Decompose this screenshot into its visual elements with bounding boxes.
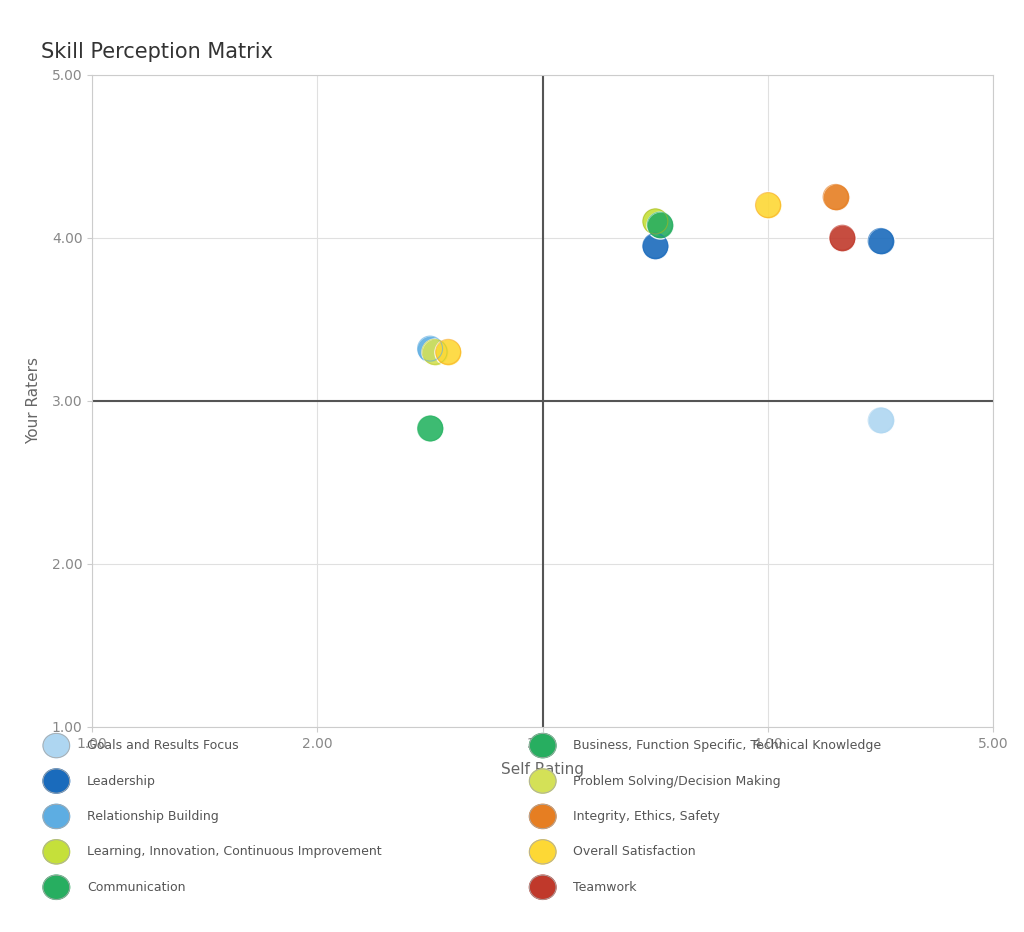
Text: Relationship Building: Relationship Building (87, 810, 219, 823)
Point (835, 230, 851, 245)
Text: Overall Satisfaction: Overall Satisfaction (573, 845, 696, 858)
Text: Goals and Results Focus: Goals and Results Focus (87, 739, 239, 752)
Point (422, 421, 438, 436)
Point (647, 239, 664, 254)
Point (872, 413, 889, 428)
Point (422, 421, 438, 436)
Point (647, 214, 664, 229)
Point (422, 341, 438, 356)
Point (651, 217, 668, 232)
Text: Business, Function Specific, Technical Knowledge: Business, Function Specific, Technical K… (573, 739, 882, 752)
Point (827, 189, 844, 204)
Text: Teamwork: Teamwork (573, 881, 637, 894)
Point (440, 345, 457, 360)
Point (827, 189, 844, 204)
Point (651, 217, 668, 232)
X-axis label: Self Rating: Self Rating (501, 761, 585, 776)
Point (760, 198, 776, 212)
Text: Integrity, Ethics, Safety: Integrity, Ethics, Safety (573, 810, 720, 823)
Point (440, 345, 457, 360)
Y-axis label: Your Raters: Your Raters (26, 357, 41, 445)
Point (647, 239, 664, 254)
Point (872, 234, 889, 249)
Text: Problem Solving/Decision Making: Problem Solving/Decision Making (573, 774, 781, 788)
Text: Communication: Communication (87, 881, 185, 894)
Point (426, 345, 442, 360)
Point (835, 230, 851, 245)
Text: Learning, Innovation, Continuous Improvement: Learning, Innovation, Continuous Improve… (87, 845, 382, 858)
Point (872, 413, 889, 428)
Point (422, 341, 438, 356)
Point (760, 198, 776, 212)
Point (647, 214, 664, 229)
Text: Skill Perception Matrix: Skill Perception Matrix (41, 42, 273, 62)
Point (426, 345, 442, 360)
Text: Leadership: Leadership (87, 774, 156, 788)
Point (872, 234, 889, 249)
